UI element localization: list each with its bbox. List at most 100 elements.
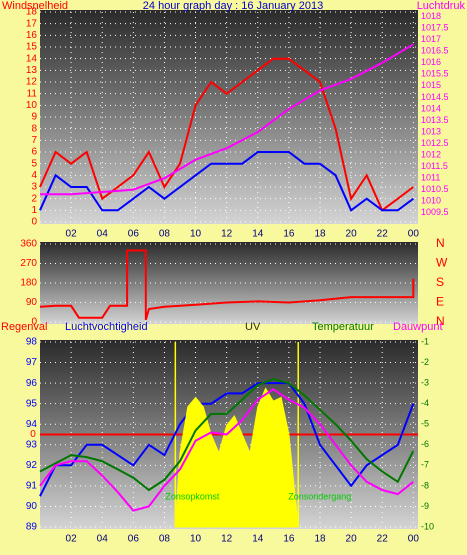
y2-tick-label: 1013 <box>421 126 441 136</box>
chart-title: 24 hour graph day : 16 January 2013 <box>143 0 323 12</box>
x-tick-label: 10 <box>190 534 202 545</box>
y-tick-label: 92 <box>26 460 38 471</box>
y-tick-label: 1 <box>31 205 37 216</box>
x-tick-label: 22 <box>377 534 389 545</box>
series-line <box>39 57 414 212</box>
y2-tick-label: 1013.5 <box>421 115 449 125</box>
x-tick-label: 02 <box>66 229 78 240</box>
annotation: Zonsopkomst <box>165 491 220 501</box>
y-tick-label: 89 <box>26 522 38 533</box>
x-tick-label: 06 <box>128 229 140 240</box>
y-tick-label: 6 <box>31 147 37 158</box>
y-tick-label: 2 <box>31 193 37 204</box>
x-tick-label: 12 <box>221 534 233 545</box>
series-line <box>40 43 414 196</box>
y2-tick-label: -9 <box>421 501 429 511</box>
x-tick-label: 14 <box>252 534 264 545</box>
y2-tick-label: -2 <box>421 357 429 367</box>
legend-label: Regenval <box>1 321 47 333</box>
x-tick-label: 10 <box>190 229 202 240</box>
x-tick-label: 04 <box>97 534 109 545</box>
y-tick-label: 13 <box>26 65 38 76</box>
y-tick-label: 0 <box>31 217 37 228</box>
y2-tick-label: -4 <box>421 398 429 408</box>
series-line <box>39 249 415 321</box>
y2-tick-label: 1012.5 <box>421 138 449 148</box>
y-tick-label: 97 <box>26 357 38 368</box>
y2-tick-label: -7 <box>421 460 429 470</box>
y-tick-label: 94 <box>26 419 38 430</box>
y3-tick-label: 0 <box>30 429 36 440</box>
legend-label: Windsnelheid <box>2 0 68 12</box>
y-tick-label: 8 <box>31 123 37 134</box>
y2-tick-label: 1011 <box>421 173 440 183</box>
x-tick-label: 08 <box>159 534 171 545</box>
y2-tick-label: N <box>436 236 445 250</box>
x-tick-label: 14 <box>252 229 264 240</box>
y2-tick-label: 1010 <box>421 196 441 206</box>
y-tick-label: 7 <box>31 135 37 146</box>
y-tick-label: 0 <box>31 317 37 328</box>
y2-tick-label: 1014.5 <box>421 92 449 102</box>
plot-background <box>40 242 418 324</box>
y2-tick-label: 1018 <box>421 11 441 21</box>
y-tick-label: 14 <box>26 53 38 64</box>
y2-tick-label: -10 <box>421 521 434 531</box>
y2-tick-label: E <box>436 295 444 309</box>
y2-tick-label: -5 <box>421 419 429 429</box>
y-tick-label: 12 <box>26 77 38 88</box>
legend-label: UV <box>245 321 261 333</box>
legend-label: Luchtdruk <box>417 0 466 12</box>
x-tick-label: 16 <box>283 229 295 240</box>
y-tick-label: 180 <box>20 278 37 289</box>
y2-tick-label: S <box>436 275 444 289</box>
y-tick-label: 15 <box>26 42 38 53</box>
y2-tick-label: 1014 <box>421 103 441 113</box>
x-tick-label: 02 <box>66 534 78 545</box>
y2-tick-label: 1010.5 <box>421 184 449 194</box>
y2-tick-label: N <box>436 314 445 328</box>
y-tick-label: 3 <box>31 182 37 193</box>
x-tick-label: 18 <box>314 534 326 545</box>
y-tick-label: 90 <box>26 501 38 512</box>
y2-tick-label: 1011.5 <box>421 161 448 171</box>
y2-tick-label: 1016.5 <box>421 46 449 56</box>
y-tick-label: 4 <box>31 170 37 181</box>
uv-area <box>174 387 299 528</box>
y2-tick-label: -8 <box>421 480 429 490</box>
y2-tick-label: W <box>436 256 448 270</box>
y-tick-label: 10 <box>26 100 38 111</box>
y-tick-label: 95 <box>26 398 38 409</box>
x-tick-label: 20 <box>346 534 358 545</box>
series-line <box>39 382 415 497</box>
y-tick-label: 5 <box>31 158 37 169</box>
y-tick-label: 98 <box>26 337 38 348</box>
y2-tick-label: 1017 <box>421 34 441 44</box>
x-tick-label: 12 <box>221 229 233 240</box>
series-line <box>39 388 414 512</box>
x-tick-label: 18 <box>314 229 326 240</box>
y-tick-label: 91 <box>26 481 38 492</box>
annotation: Zonsondergang <box>288 491 351 501</box>
y2-tick-label: -1 <box>421 336 429 346</box>
y-tick-label: 93 <box>26 439 38 450</box>
series-line <box>39 151 414 212</box>
x-tick-label: 00 <box>408 229 420 240</box>
x-tick-label: 08 <box>159 229 171 240</box>
y2-tick-label: -6 <box>421 439 429 449</box>
y2-tick-label: 1015 <box>421 80 441 90</box>
x-tick-label: 04 <box>97 229 109 240</box>
x-tick-label: 16 <box>283 534 295 545</box>
y2-tick-label: 1012 <box>421 149 441 159</box>
y-tick-label: 11 <box>27 88 38 99</box>
legend-label: Temperatuur <box>312 321 374 333</box>
y2-tick-label: -3 <box>421 377 429 387</box>
x-tick-label: 22 <box>377 229 389 240</box>
y-tick-label: 270 <box>20 258 37 269</box>
y-tick-label: 9 <box>31 112 37 123</box>
legend-label: Luchtvochtigheid <box>65 321 148 333</box>
y-tick-label: 16 <box>26 30 38 41</box>
y2-tick-label: 1016 <box>421 57 441 67</box>
y-tick-label: 96 <box>26 378 38 389</box>
